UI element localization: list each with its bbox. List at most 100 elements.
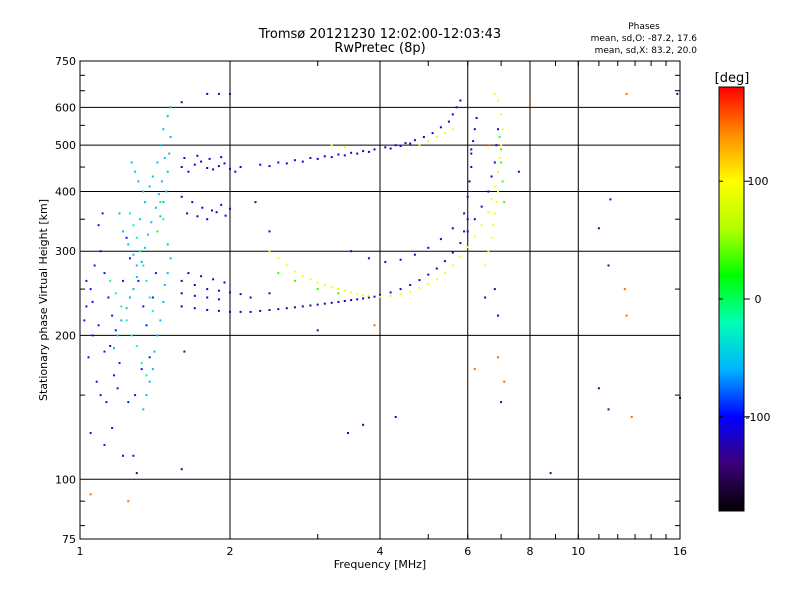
data-point (427, 273, 430, 276)
data-point (301, 160, 304, 163)
data-point (103, 272, 106, 275)
data-point (206, 218, 209, 221)
data-point (166, 243, 169, 246)
data-point (163, 157, 166, 159)
data-point (484, 296, 487, 299)
data-point (470, 166, 473, 168)
data-point (409, 142, 412, 145)
data-point (134, 394, 137, 397)
data-point (151, 309, 154, 312)
data-point (490, 175, 493, 178)
data-point (249, 296, 252, 299)
data-point (135, 264, 138, 267)
data-point (399, 293, 402, 296)
data-point (259, 309, 262, 312)
data-point (145, 279, 148, 282)
data-point (490, 198, 493, 201)
data-point (529, 99, 531, 102)
data-point (495, 201, 498, 204)
data-point (330, 156, 333, 159)
data-point (413, 253, 416, 256)
data-point (148, 185, 151, 188)
data-point (497, 170, 499, 173)
data-point (362, 294, 365, 296)
data-point (470, 148, 473, 151)
colorbar-unit-label: [deg] (715, 71, 750, 86)
data-point (150, 221, 153, 224)
data-point (122, 279, 124, 282)
data-point (309, 278, 312, 281)
data-point (206, 92, 209, 95)
data-point (497, 99, 499, 102)
data-point (129, 212, 131, 215)
data-point (350, 151, 353, 154)
data-point (217, 165, 220, 168)
data-point (196, 215, 199, 218)
data-point (127, 401, 130, 404)
data-point (145, 324, 148, 327)
chart-subtitle: RwPretec (8p) (334, 41, 425, 56)
data-point (132, 253, 135, 256)
data-point (399, 145, 402, 147)
data-point (224, 214, 227, 217)
colorbar-tick-label: -100 (746, 411, 771, 424)
data-point (97, 224, 100, 227)
data-point (137, 180, 140, 183)
data-point (490, 236, 493, 239)
data-point (337, 300, 340, 303)
data-point (373, 324, 376, 327)
data-point (215, 211, 218, 214)
data-point (394, 416, 397, 418)
data-point (142, 408, 145, 411)
data-point (166, 115, 169, 118)
data-point (223, 162, 226, 165)
data-point (166, 272, 169, 275)
data-point (487, 250, 490, 253)
data-point (330, 144, 333, 147)
data-point (343, 300, 346, 302)
data-point (343, 154, 346, 157)
data-point (125, 319, 128, 322)
data-point (208, 157, 211, 160)
data-point (120, 305, 123, 308)
data-point (217, 298, 220, 301)
data-point (85, 305, 88, 308)
data-point (301, 305, 304, 308)
data-point (132, 288, 135, 291)
data-point (497, 356, 499, 359)
data-point (160, 180, 163, 183)
data-point (135, 236, 138, 239)
axis-layer: 1 2 4 6 8 10 16 75 100 200 300 400 500 600 750 (55, 55, 687, 558)
data-point (156, 334, 159, 337)
data-point (362, 297, 365, 300)
data-point (409, 284, 412, 286)
data-point (389, 291, 392, 294)
data-point (501, 180, 504, 183)
data-point (193, 294, 196, 297)
data-point (268, 309, 271, 311)
data-point (153, 350, 156, 353)
data-point (95, 380, 98, 383)
data-point (127, 243, 130, 246)
data-point (301, 275, 304, 278)
data-point (103, 443, 106, 446)
data-point (549, 472, 552, 475)
data-point (500, 148, 503, 151)
data-point (285, 264, 288, 267)
y-tick-label: 400 (55, 185, 76, 198)
data-point (435, 278, 438, 281)
data-point (162, 128, 165, 131)
data-point (180, 305, 183, 308)
data-point (140, 362, 143, 365)
data-point (500, 401, 503, 404)
data-point (186, 212, 189, 215)
x-tick-label: 16 (673, 545, 687, 558)
data-point (139, 218, 142, 221)
data-point (330, 301, 333, 304)
data-point (399, 288, 402, 291)
data-point (154, 272, 157, 275)
phases-x-line: mean, sd,X: 83.2, 20.0 (595, 46, 698, 56)
data-point (451, 251, 454, 254)
data-point (337, 288, 340, 291)
